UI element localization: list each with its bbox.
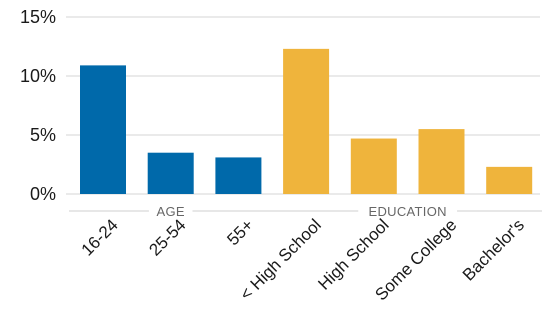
y-tick-label: 15% bbox=[20, 7, 56, 27]
bar bbox=[350, 138, 397, 194]
bar bbox=[486, 166, 533, 194]
bar bbox=[418, 129, 465, 194]
group-label: AGE bbox=[157, 204, 185, 219]
bar bbox=[147, 152, 194, 194]
y-tick-label: 5% bbox=[30, 125, 56, 145]
x-tick-label: 25-54 bbox=[145, 215, 189, 259]
bar bbox=[283, 48, 330, 194]
bar bbox=[80, 65, 126, 194]
bar bbox=[215, 157, 262, 194]
group-labels: AGE EDUCATION bbox=[69, 204, 542, 219]
x-tick-label: 16-24 bbox=[78, 215, 122, 259]
bars bbox=[80, 48, 533, 194]
x-tick-label: 55+ bbox=[223, 215, 257, 249]
x-tick-label: Bachelor's bbox=[459, 215, 528, 284]
y-tick-label: 0% bbox=[30, 184, 56, 204]
y-axis-ticks: 0% 5% 10% 15% bbox=[20, 7, 56, 204]
y-tick-label: 10% bbox=[20, 66, 56, 86]
group-label: EDUCATION bbox=[369, 204, 447, 219]
